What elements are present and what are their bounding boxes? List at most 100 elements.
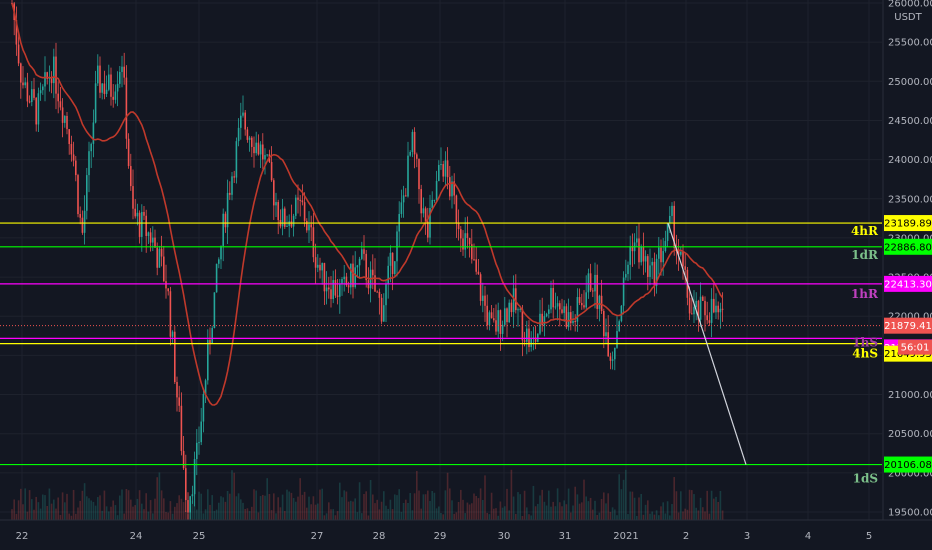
candle-body [629, 246, 631, 265]
volume-bar [585, 496, 587, 520]
candle-body [92, 122, 95, 144]
volume-bar [552, 501, 554, 520]
volume-bar [385, 505, 387, 520]
volume-bar [356, 512, 359, 520]
volume-bar [473, 493, 475, 520]
volume-bar [702, 507, 704, 520]
candle-body [213, 292, 216, 329]
candle-body [497, 310, 499, 332]
candle-body [559, 303, 561, 310]
volume-bar [427, 490, 429, 520]
volume-bar [61, 492, 64, 520]
volume-bar [288, 491, 290, 520]
price-tick-label: 24500.00 [888, 116, 932, 127]
volume-bar [600, 498, 603, 520]
volume-bar [431, 490, 433, 520]
volume-bar [466, 502, 469, 520]
candle-body [132, 186, 134, 209]
candle-body [72, 154, 75, 161]
candle-body [446, 160, 449, 178]
candle-body [334, 280, 337, 296]
volume-bar [46, 505, 48, 520]
volume-bar [154, 498, 156, 520]
candle-body [75, 160, 77, 176]
candle-body [365, 253, 367, 281]
candle-body [585, 292, 587, 308]
candle-body [231, 176, 233, 195]
volume-bar [167, 512, 169, 520]
time-axis[interactable] [0, 520, 932, 550]
candle-body [295, 197, 297, 216]
volume-bar [682, 511, 684, 520]
volume-bar [22, 504, 24, 520]
volume-bar [380, 501, 383, 520]
volume-bar [275, 513, 277, 520]
candle-body [407, 155, 409, 197]
candle-body [409, 152, 411, 156]
volume-bar [376, 499, 378, 520]
candle-body [389, 252, 392, 266]
candle-body [631, 246, 634, 252]
volume-bar [334, 515, 337, 520]
candle-body [17, 44, 20, 64]
candle-body [134, 208, 136, 217]
candle-body [108, 74, 110, 90]
volume-bar [391, 509, 394, 520]
candle-body [662, 251, 664, 263]
candle-body [405, 195, 407, 197]
volume-bar [213, 510, 216, 520]
volume-bar [530, 515, 532, 520]
volume-bar [387, 508, 389, 520]
candle-body [484, 295, 486, 306]
volume-bar [596, 514, 598, 520]
candle-body [57, 93, 59, 102]
volume-bar [224, 501, 227, 520]
candle-body [669, 215, 671, 224]
candle-body [394, 261, 396, 275]
volume-bar [669, 515, 671, 520]
currency-label: USDT [894, 12, 922, 23]
volume-bar [325, 513, 328, 520]
candle-body [341, 279, 343, 284]
volume-bar [647, 500, 649, 520]
volume-bar [565, 504, 568, 520]
volume-bar [180, 498, 183, 520]
volume-bar [141, 503, 143, 520]
volume-bar [136, 498, 139, 520]
candle-body [453, 181, 455, 196]
volume-bar [460, 489, 462, 520]
volume-bar [323, 515, 326, 520]
candle-body [253, 146, 255, 154]
candle-body [545, 313, 548, 317]
volume-bar [255, 490, 257, 520]
volume-bar [182, 502, 185, 520]
volume-bar [662, 502, 664, 520]
volume-bar [699, 497, 702, 520]
price-tick-label: 20000.00 [888, 468, 932, 479]
volume-bar [191, 500, 194, 520]
price-tick-label: 19500.00 [888, 508, 932, 519]
volume-bar [103, 490, 106, 520]
candle-body [125, 77, 128, 139]
candle-body [119, 71, 121, 84]
volume-bar [158, 472, 161, 520]
candle-body [182, 450, 185, 469]
volume-bar [611, 507, 614, 520]
volume-bar [422, 494, 425, 520]
volume-bar [242, 502, 244, 520]
candle-body [440, 164, 442, 166]
volume-bar [176, 503, 178, 520]
candle-body [350, 263, 352, 288]
candle-body [572, 320, 574, 324]
volume-bar [112, 500, 114, 520]
volume-bar [372, 494, 374, 520]
candle-body [167, 288, 169, 292]
volume-bar [510, 469, 513, 520]
candle-body [264, 155, 266, 160]
candle-body [638, 238, 640, 263]
candle-body [191, 494, 194, 497]
volume-bar [675, 491, 678, 520]
candle-body [136, 212, 139, 217]
